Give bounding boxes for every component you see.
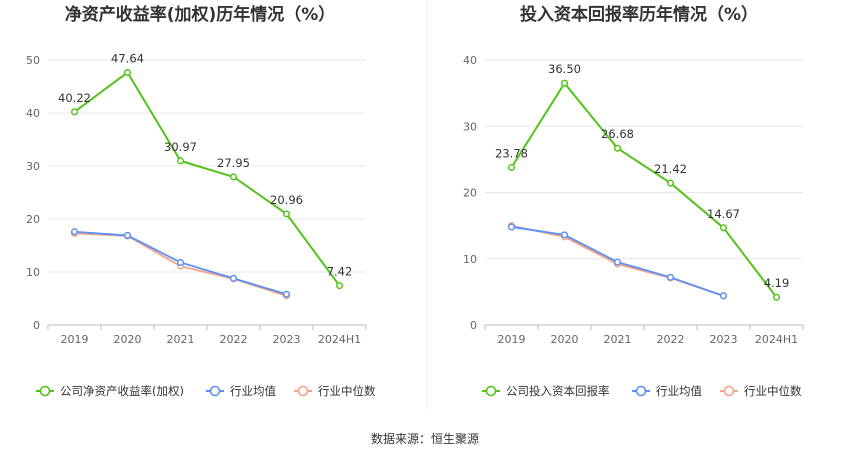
x-tick-label: 2024H1 — [318, 333, 361, 346]
x-tick-label: 2019 — [61, 333, 89, 346]
average-point — [70, 228, 79, 236]
legend-item-average[interactable]: 行业均值 — [632, 384, 702, 398]
y-tick-label: 30 — [463, 120, 477, 133]
data-label: 30.97 — [164, 140, 197, 154]
data-label: 36.50 — [548, 62, 581, 76]
x-tick-label: 2021 — [167, 333, 195, 346]
data-label: 26.68 — [601, 127, 634, 141]
data-label: 27.95 — [217, 156, 250, 170]
x-tick-label: 2022 — [220, 333, 248, 346]
x-tick-label: 2024H1 — [755, 333, 798, 346]
y-tick-label: 40 — [463, 54, 477, 67]
company-point — [719, 224, 728, 232]
company-point — [176, 157, 185, 165]
x-tick-label: 2020 — [114, 333, 142, 346]
x-tick-label: 2020 — [551, 333, 579, 346]
legend-marker — [39, 385, 51, 397]
y-tick-label: 20 — [463, 187, 477, 200]
average-point — [507, 223, 516, 231]
data-label: 40.22 — [58, 91, 91, 105]
legend-item-median[interactable]: 行业中位数 — [720, 384, 802, 398]
chart-title: 净资产收益率(加权)历年情况（%） — [65, 4, 336, 25]
chart-title: 投入资本回报率历年情况（%） — [520, 4, 758, 25]
company-series-line — [510, 81, 778, 298]
legend-label: 行业均值 — [230, 384, 276, 398]
average-point — [719, 292, 728, 300]
company-point — [666, 179, 675, 187]
data-label: 4.19 — [764, 276, 790, 290]
average-point — [282, 290, 291, 298]
average-point — [613, 258, 622, 266]
legend-label: 行业中位数 — [318, 384, 376, 398]
y-tick-label: 30 — [26, 160, 40, 173]
y-tick-label: 50 — [26, 54, 40, 67]
data-label: 14.67 — [707, 207, 740, 221]
x-tick-label: 2021 — [604, 333, 632, 346]
legend-label: 公司投入资本回报率 — [506, 384, 610, 398]
company-point — [70, 108, 79, 116]
company-point — [560, 79, 569, 87]
y-tick-label: 10 — [26, 266, 40, 279]
company-point — [282, 210, 291, 218]
y-tick-label: 10 — [463, 253, 477, 266]
y-tick-label: 0 — [33, 319, 40, 332]
x-tick-label: 2023 — [710, 333, 738, 346]
y-tick-label: 20 — [26, 213, 40, 226]
legend-label: 公司净资产收益率(加权) — [60, 384, 184, 398]
x-tick-label: 2019 — [498, 333, 526, 346]
legend-item-company[interactable]: 公司投入资本回报率 — [482, 384, 610, 398]
company-point — [123, 68, 132, 77]
average-point — [229, 274, 238, 282]
legend-marker — [209, 385, 221, 397]
legend-marker — [297, 385, 309, 397]
legend-marker — [723, 385, 735, 397]
y-tick-label: 40 — [26, 107, 40, 120]
roe-chart: 净资产收益率(加权)历年情况（%） 0 10 20 30 40 50 2019 2020 2021… — [26, 4, 376, 398]
legend-marker — [635, 385, 647, 397]
roic-chart: 投入资本回报率历年情况（%） 0 10 20 30 40 2019 2020 2021 2022 2… — [463, 4, 804, 398]
data-label: 21.42 — [654, 162, 687, 176]
company-point — [335, 282, 344, 290]
y-tick-label: 0 — [470, 319, 477, 332]
legend-label: 行业中位数 — [744, 384, 802, 398]
company-series-line — [73, 71, 341, 287]
average-point — [176, 258, 185, 267]
data-label: 47.64 — [111, 52, 144, 66]
x-tick-label: 2022 — [657, 333, 685, 346]
data-label: 23.78 — [495, 146, 528, 160]
legend-label: 行业均值 — [656, 384, 702, 398]
average-point — [123, 231, 132, 239]
average-point — [666, 273, 675, 281]
company-point — [613, 144, 622, 152]
company-point — [507, 163, 516, 172]
legend-marker — [485, 385, 497, 397]
company-point — [229, 173, 238, 181]
legend-item-average[interactable]: 行业均值 — [206, 384, 276, 398]
data-label: 20.96 — [270, 193, 303, 207]
data-label: 7.42 — [327, 265, 353, 279]
average-point — [560, 231, 569, 239]
data-source: 数据来源：恒生聚源 — [371, 431, 479, 446]
legend-item-company[interactable]: 公司净资产收益率(加权) — [36, 384, 184, 398]
company-point — [772, 293, 781, 301]
legend-item-median[interactable]: 行业中位数 — [294, 384, 376, 398]
x-tick-label: 2023 — [273, 333, 301, 346]
